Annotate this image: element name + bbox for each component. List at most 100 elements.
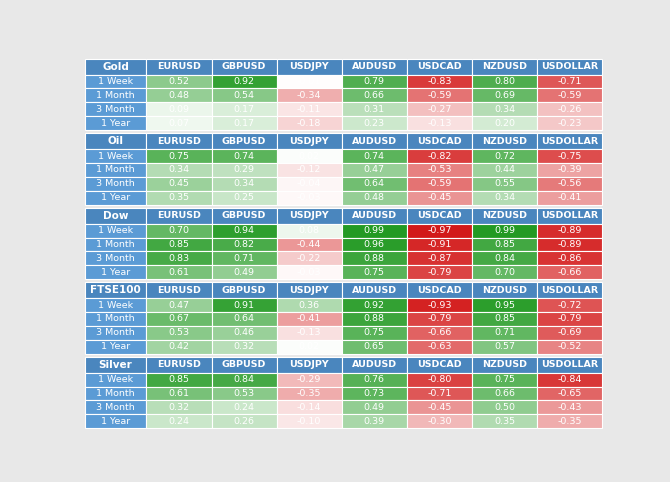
- Text: 0.57: 0.57: [494, 342, 515, 351]
- Text: 0.66: 0.66: [494, 389, 515, 398]
- Bar: [146, 224, 212, 238]
- Text: USDOLLAR: USDOLLAR: [541, 136, 598, 146]
- Bar: [84, 224, 146, 238]
- Text: -0.26: -0.26: [557, 105, 582, 114]
- Text: -0.04: -0.04: [297, 179, 322, 188]
- Bar: [146, 133, 212, 149]
- Bar: [537, 224, 602, 238]
- Text: 1 Year: 1 Year: [100, 268, 130, 277]
- Bar: [84, 238, 146, 252]
- Text: 0.55: 0.55: [494, 179, 515, 188]
- Bar: [472, 89, 537, 102]
- Bar: [472, 177, 537, 191]
- Text: 0.99: 0.99: [494, 226, 515, 235]
- Bar: [342, 401, 407, 415]
- Text: 0.75: 0.75: [364, 268, 385, 277]
- Text: 0.34: 0.34: [234, 179, 255, 188]
- Bar: [277, 357, 342, 373]
- Bar: [472, 191, 537, 205]
- Text: 0.67: 0.67: [168, 314, 190, 323]
- Text: NZDUSD: NZDUSD: [482, 62, 527, 71]
- Text: 0.72: 0.72: [494, 151, 515, 161]
- Text: Silver: Silver: [98, 360, 133, 370]
- Text: -0.13: -0.13: [427, 119, 452, 128]
- Bar: [537, 282, 602, 298]
- Bar: [407, 282, 472, 298]
- Bar: [407, 326, 472, 340]
- Text: 0.70: 0.70: [168, 226, 190, 235]
- Bar: [84, 208, 146, 224]
- Text: 0.02: 0.02: [299, 151, 320, 161]
- Bar: [84, 191, 146, 205]
- Bar: [537, 116, 602, 130]
- Text: -0.30: -0.30: [427, 417, 452, 426]
- Bar: [537, 149, 602, 163]
- Text: 0.91: 0.91: [234, 301, 255, 309]
- Bar: [84, 252, 146, 265]
- Text: 0.17: 0.17: [234, 105, 255, 114]
- Bar: [84, 340, 146, 354]
- Bar: [537, 238, 602, 252]
- Bar: [537, 326, 602, 340]
- Text: 0.61: 0.61: [168, 268, 190, 277]
- Text: 0.75: 0.75: [364, 328, 385, 337]
- Text: 0.79: 0.79: [364, 77, 385, 86]
- Text: 0.70: 0.70: [494, 268, 515, 277]
- Text: 0.85: 0.85: [168, 375, 190, 384]
- Bar: [472, 149, 537, 163]
- Text: -0.69: -0.69: [557, 328, 582, 337]
- Text: 0.95: 0.95: [494, 301, 515, 309]
- Bar: [342, 282, 407, 298]
- Bar: [212, 177, 277, 191]
- Text: -0.79: -0.79: [557, 314, 582, 323]
- Bar: [84, 415, 146, 428]
- Bar: [472, 298, 537, 312]
- Bar: [277, 265, 342, 279]
- Bar: [407, 298, 472, 312]
- Text: -0.35: -0.35: [557, 417, 582, 426]
- Text: -0.27: -0.27: [427, 105, 452, 114]
- Bar: [407, 357, 472, 373]
- Text: Oil: Oil: [107, 136, 123, 146]
- Bar: [472, 357, 537, 373]
- Bar: [342, 89, 407, 102]
- Text: USDJPY: USDJPY: [289, 360, 329, 369]
- Text: 0.92: 0.92: [234, 77, 255, 86]
- Bar: [146, 357, 212, 373]
- Bar: [407, 191, 472, 205]
- Bar: [537, 133, 602, 149]
- Text: AUDUSD: AUDUSD: [352, 62, 397, 71]
- Bar: [277, 191, 342, 205]
- Bar: [342, 191, 407, 205]
- Bar: [84, 133, 146, 149]
- Bar: [277, 102, 342, 116]
- Text: USDOLLAR: USDOLLAR: [541, 360, 598, 369]
- Bar: [342, 224, 407, 238]
- Bar: [407, 224, 472, 238]
- Bar: [342, 177, 407, 191]
- Bar: [84, 89, 146, 102]
- Text: 0.09: 0.09: [168, 105, 190, 114]
- Bar: [146, 282, 212, 298]
- Text: 1 Year: 1 Year: [100, 193, 130, 202]
- Bar: [146, 401, 212, 415]
- Text: -0.91: -0.91: [427, 240, 452, 249]
- Text: 0.08: 0.08: [299, 226, 320, 235]
- Text: -0.66: -0.66: [427, 328, 452, 337]
- Text: GBPUSD: GBPUSD: [222, 360, 266, 369]
- Text: 0.23: 0.23: [364, 119, 385, 128]
- Text: 0.02: 0.02: [299, 342, 320, 351]
- Text: 0.88: 0.88: [364, 314, 385, 323]
- Text: 0.20: 0.20: [494, 119, 515, 128]
- Text: 1 Week: 1 Week: [98, 226, 133, 235]
- Bar: [212, 191, 277, 205]
- Text: -0.45: -0.45: [427, 403, 452, 412]
- Bar: [277, 208, 342, 224]
- Bar: [84, 177, 146, 191]
- Text: 0.71: 0.71: [234, 254, 255, 263]
- Bar: [277, 177, 342, 191]
- Text: -0.59: -0.59: [427, 91, 452, 100]
- Bar: [342, 238, 407, 252]
- Bar: [342, 373, 407, 387]
- Text: -0.41: -0.41: [297, 314, 322, 323]
